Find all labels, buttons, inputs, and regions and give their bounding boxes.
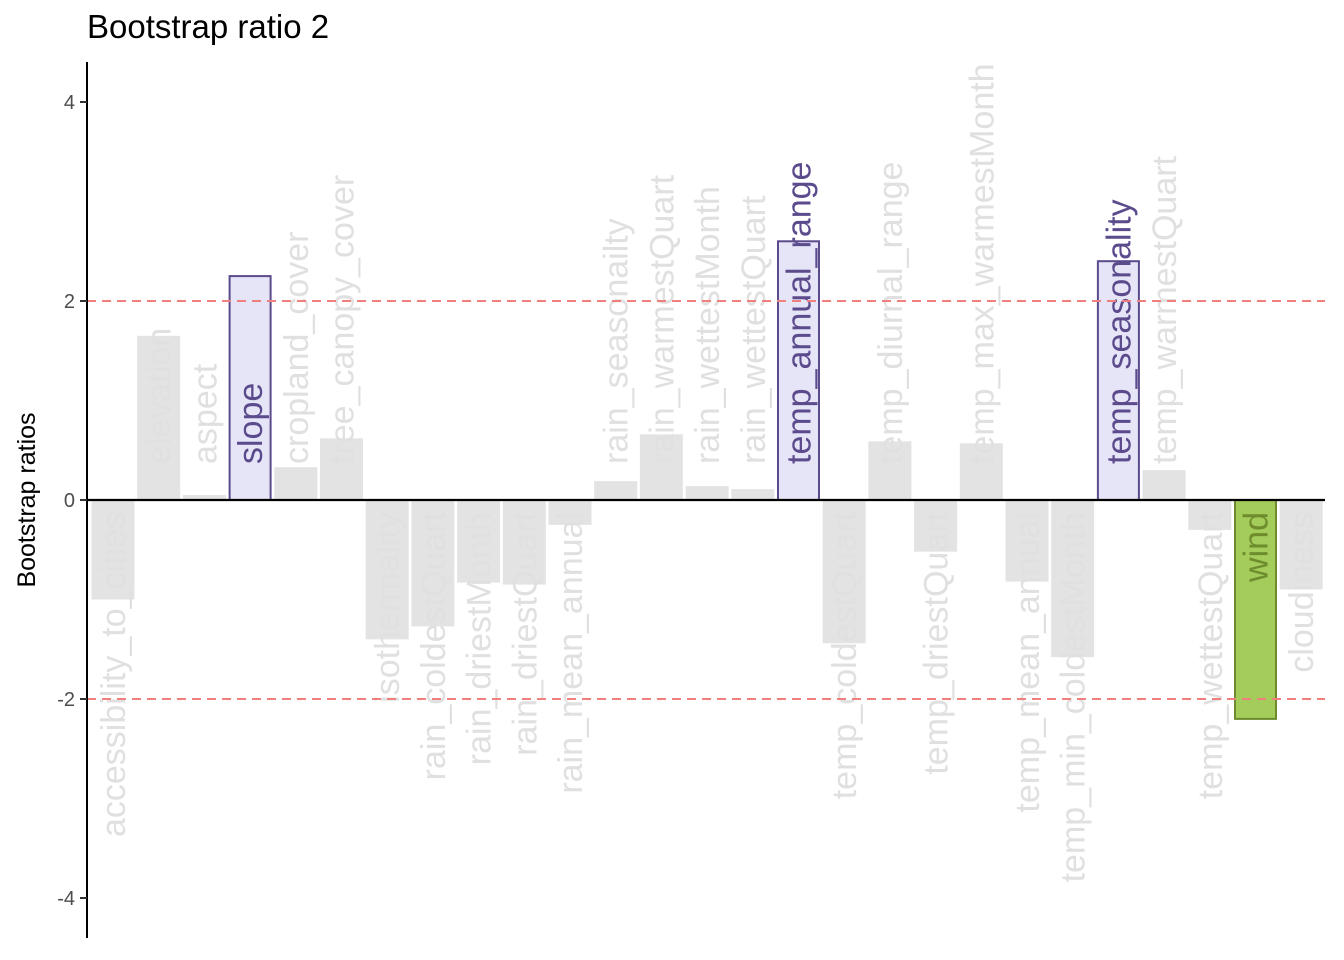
bar-label-rain-warmestQuart: rain_warmestQuart: [643, 174, 681, 464]
bar-temp-coldestQuart: [822, 500, 866, 644]
bar-temp-warmestQuart: [1142, 470, 1186, 500]
bar-label-rain-driestQuart: rain_driestQuart: [506, 511, 544, 755]
bar-label-rain-coldestQuart: rain_coldestQuart: [415, 511, 453, 780]
bar-rain-wettestQuart: [731, 489, 775, 500]
bar-cropland-cover: [274, 467, 318, 500]
bar-label-temp-warmestQuart: temp_warmestQuart: [1146, 155, 1184, 464]
bar-rain-driestMonth: [457, 500, 501, 583]
bar-temp-max-warmestMonth: [959, 443, 1003, 500]
bar-label-elevation: elevation: [141, 328, 179, 464]
bar-temp-annual-range: [777, 240, 820, 502]
bar-rain-warmestQuart: [639, 434, 683, 500]
bar-label-temp-annual-range: temp_annual_range: [781, 162, 819, 464]
y-axis: -4 -2 0 2 4: [57, 62, 88, 938]
bar-temp-seasonality: [1096, 260, 1140, 502]
bar-label-isothermality: isothermality: [369, 512, 407, 703]
bar-label-rain-driestMonth: rain_driestMonth: [461, 512, 499, 765]
bar-rain-seasonailty: [594, 481, 638, 500]
bar-label-temp-coldestQuart: temp_coldestQuart: [826, 511, 864, 799]
bars-layer: [91, 240, 1323, 720]
bar-label-temp-seasonality: temp_seasonality: [1100, 199, 1138, 464]
chart-title: Bootstrap ratio 2: [87, 8, 330, 45]
bar-rain-mean-annual: [548, 500, 592, 525]
bar-label-cloudiness: cloudiness: [1283, 512, 1321, 673]
bar-temp-wettestQuart: [1188, 500, 1232, 530]
bar-rain-coldestQuart: [411, 500, 455, 627]
bar-label-rain-wettestMonth: rain_wettestMonth: [689, 186, 727, 464]
bar-label-temp-driestQuart: temp_driestQuart: [918, 511, 956, 774]
bar-label-temp-min-coldestMonth: temp_min_coldestMonth: [1055, 512, 1093, 882]
bar-label-accessibility-to-cities: accessibility_to_cities: [95, 512, 133, 837]
bar-label-tree-canopy-cover: tree_canopy_cover: [324, 175, 362, 464]
threshold-lines-layer: [87, 300, 1325, 700]
bar-temp-min-coldestMonth: [1051, 500, 1095, 658]
y-tick-label: 4: [64, 92, 75, 114]
bar-label-temp-max-warmestMonth: temp_max_warmestMonth: [963, 63, 1001, 464]
bar-tree-canopy-cover: [320, 438, 363, 500]
bar-label-rain-mean-annual: rain_mean_annual: [552, 512, 590, 794]
bar-label-rain-seasonailty: rain_seasonailty: [598, 218, 636, 464]
y-axis-label: Bootstrap ratios: [13, 412, 41, 587]
bar-label-temp-diurnal-range: temp_diurnal_range: [872, 162, 910, 464]
y-tick-label: -4: [57, 888, 75, 910]
y-tick-label: -2: [57, 689, 75, 711]
bar-isothermality: [365, 500, 409, 640]
bar-rain-wettestMonth: [685, 486, 729, 500]
bar-elevation: [137, 335, 181, 500]
bar-temp-driestQuart: [914, 500, 958, 552]
bar-labels-layer: accessibility_to_cities elevation aspect sl…: [95, 63, 1321, 882]
bar-rain-driestQuart: [502, 500, 546, 585]
bar-label-temp-wettestQuart: temp_wettestQuart: [1192, 511, 1230, 799]
bar-label-cropland-cover: cropland_cover: [278, 232, 316, 464]
bar-temp-diurnal-range: [868, 441, 912, 500]
bar-label-temp-mean-annual: temp_mean_annual: [1009, 512, 1047, 813]
bar-label-slope: slope: [232, 383, 270, 464]
bar-temp-mean-annual: [1005, 500, 1049, 582]
bar-aspect: [182, 495, 226, 500]
y-tick-label: 0: [64, 490, 75, 512]
y-tick-label: 2: [64, 291, 75, 313]
bar-label-wind: wind: [1238, 512, 1276, 583]
bar-wind: [1234, 499, 1277, 720]
bar-label-rain-wettestQuart: rain_wettestQuart: [735, 195, 773, 464]
bar-accessibility-to-cities: [91, 500, 135, 600]
bar-cloudiness: [1279, 500, 1323, 590]
bar-label-aspect: aspect: [186, 363, 224, 464]
